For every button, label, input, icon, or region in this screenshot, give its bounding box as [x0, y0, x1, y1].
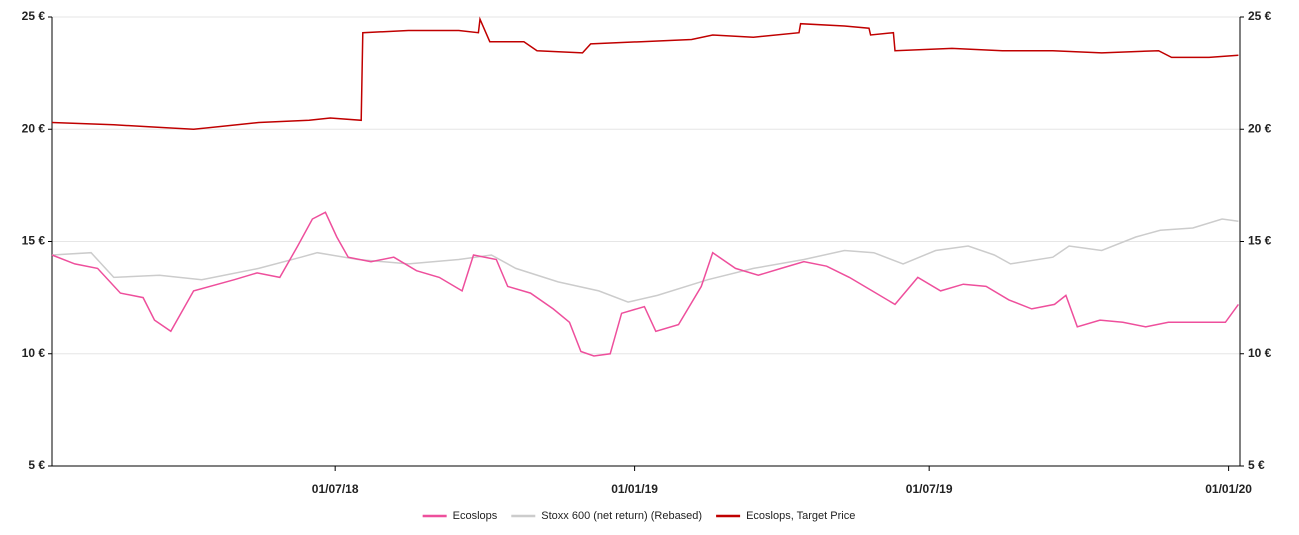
- y2-tick-label: 25 €: [1248, 9, 1272, 23]
- y-tick-label: 10 €: [22, 346, 46, 360]
- legend-label: Ecoslops: [453, 510, 498, 522]
- legend-label: Ecoslops, Target Price: [746, 510, 855, 522]
- y2-tick-label: 15 €: [1248, 234, 1272, 248]
- y2-tick-label: 10 €: [1248, 346, 1272, 360]
- x-tick-label: 01/01/19: [611, 482, 658, 496]
- series-line: [51, 16, 1239, 131]
- y-tick-label: 25 €: [22, 9, 46, 23]
- y-tick-label: 20 €: [22, 121, 46, 135]
- x-tick-label: 01/01/20: [1205, 482, 1252, 496]
- y-tick-label: 5 €: [28, 458, 45, 472]
- x-tick-label: 01/07/18: [312, 482, 359, 496]
- legend-label: Stoxx 600 (net return) (Rebased): [541, 510, 702, 522]
- y2-tick-label: 5 €: [1248, 458, 1265, 472]
- series-line: [51, 218, 1239, 303]
- x-tick-label: 01/07/19: [906, 482, 953, 496]
- series-line: [51, 211, 1240, 357]
- y-tick-label: 15 €: [22, 234, 46, 248]
- y2-tick-label: 20 €: [1248, 121, 1272, 135]
